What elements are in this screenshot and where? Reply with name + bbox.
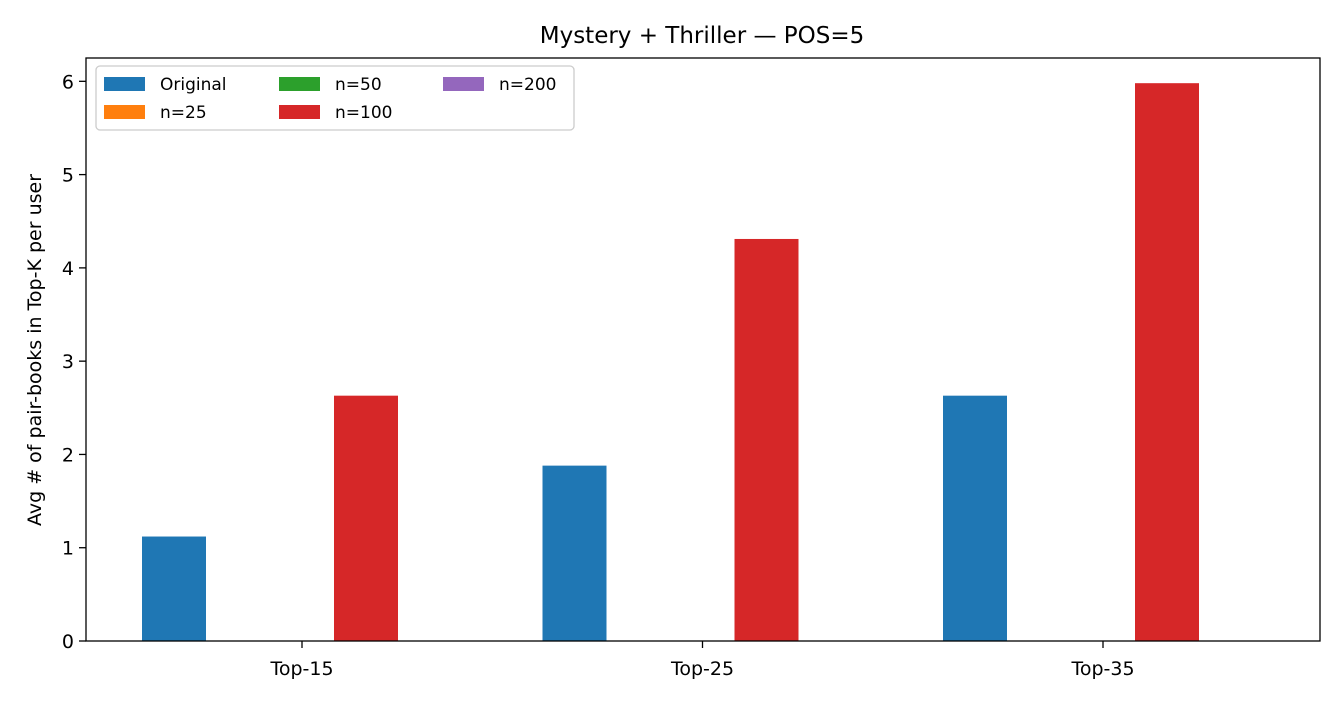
legend-swatch bbox=[443, 77, 484, 91]
bars-layer bbox=[142, 83, 1199, 641]
bar-n100-top-25 bbox=[734, 238, 799, 641]
legend-swatch bbox=[279, 77, 320, 91]
y-tick-label: 0 bbox=[62, 631, 74, 653]
legend-label: Original bbox=[160, 75, 227, 95]
chart-title: Mystery + Thriller — POS=5 bbox=[540, 23, 865, 49]
axes-layer: 0 1 2 3 4 5 6 Top-15 Top-25 Top-35 bbox=[62, 57, 1321, 680]
y-tick-label: 2 bbox=[62, 444, 74, 466]
y-tick-label: 6 bbox=[62, 71, 74, 93]
y-tick-label: 1 bbox=[62, 538, 74, 560]
bar-Original-top-15 bbox=[142, 536, 206, 641]
y-axis-title: Avg # of pair-books in Top-K per user bbox=[24, 174, 46, 526]
plot-frame bbox=[85, 57, 1321, 642]
legend-swatch bbox=[104, 105, 145, 119]
legend: Original n=25 n=50 n=100 n=200 bbox=[95, 65, 575, 131]
y-tick-label: 5 bbox=[62, 165, 74, 187]
bar-n100-top-35 bbox=[1135, 83, 1199, 641]
y-tick-label: 3 bbox=[62, 351, 74, 373]
x-tick-label: Top-25 bbox=[670, 658, 734, 680]
bar-Original-top-35 bbox=[943, 395, 1007, 641]
x-tick-label: Top-15 bbox=[269, 658, 333, 680]
legend-label: n=25 bbox=[160, 103, 207, 123]
legend-label: n=50 bbox=[335, 75, 382, 95]
bar-Original-top-25 bbox=[542, 465, 607, 641]
y-tick-label: 4 bbox=[62, 258, 74, 280]
legend-swatch bbox=[104, 77, 145, 91]
bar-n100-top-15 bbox=[334, 395, 398, 641]
legend-label: n=100 bbox=[335, 103, 392, 123]
legend-swatch bbox=[279, 105, 320, 119]
x-tick-label: Top-35 bbox=[1070, 658, 1134, 680]
legend-label: n=200 bbox=[499, 75, 556, 95]
